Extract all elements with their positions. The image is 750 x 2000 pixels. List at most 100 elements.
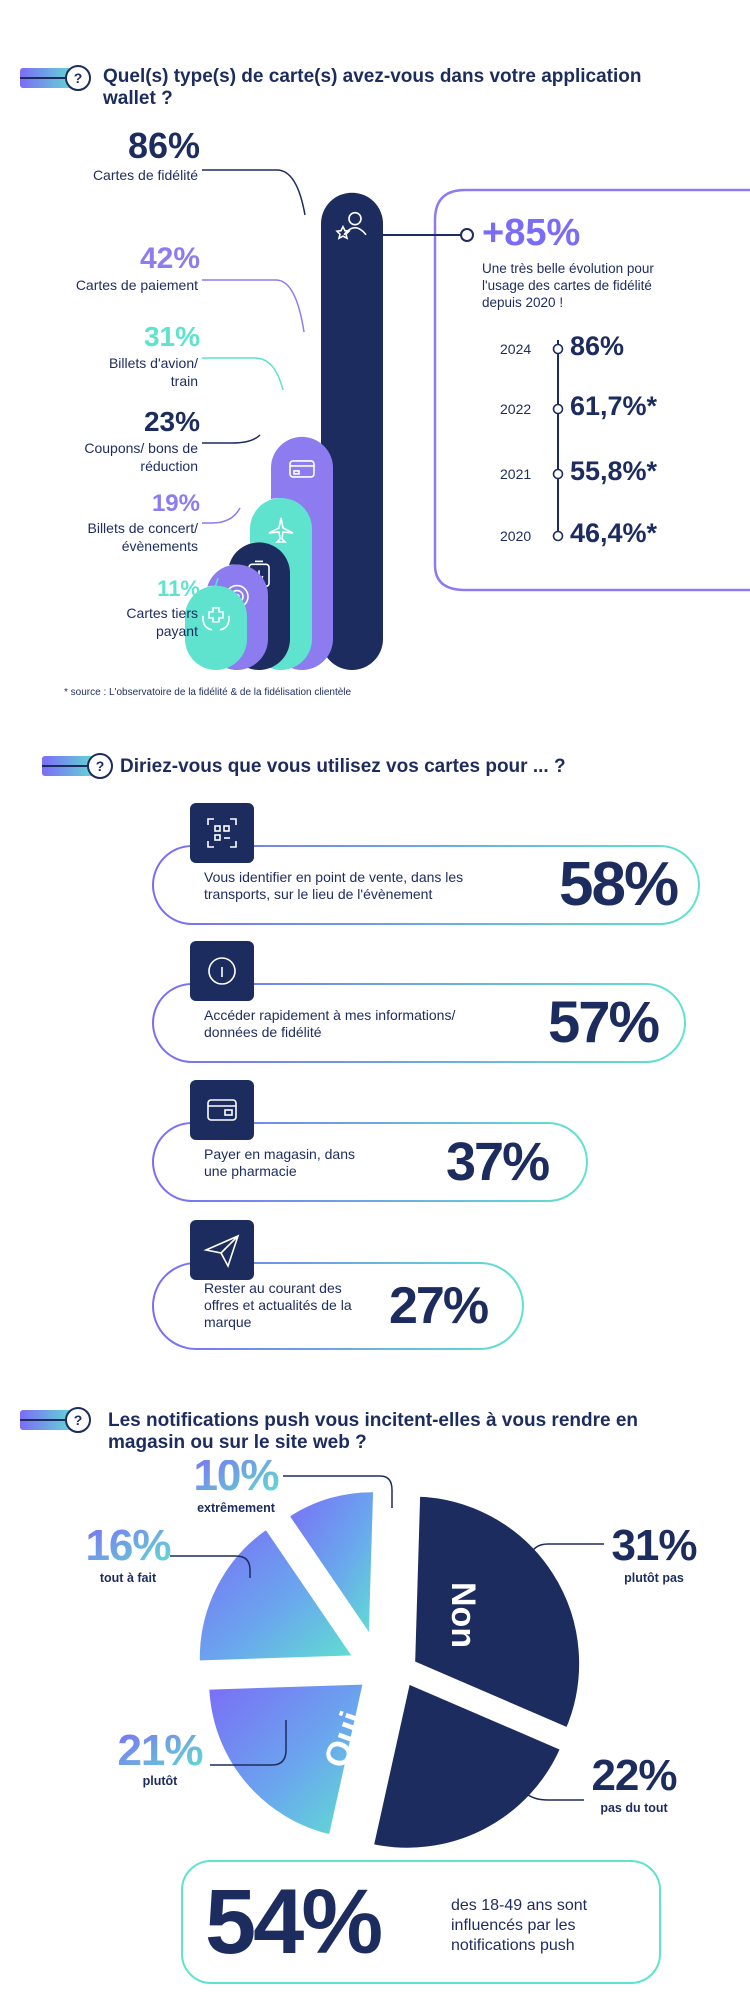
qr-scan-icon	[190, 803, 254, 863]
bar-pill	[185, 585, 247, 670]
question-3-title: Les notifications push vous incitent-ell…	[108, 1410, 728, 1454]
bar-category-label: Cartes de fidélité	[93, 167, 198, 183]
bar-6	[185, 585, 247, 670]
pie-value-label: 16%	[85, 1521, 170, 1570]
bar-value-label: 23%	[144, 406, 200, 437]
source-note: * source : L'observatoire de la fidélité…	[64, 687, 352, 698]
timeline-year: 2020	[500, 528, 532, 544]
question-1-title-line2: wallet ?	[103, 88, 173, 109]
pie-group-label-non: Non	[444, 1582, 482, 1648]
summary-text-line3: notifications push	[451, 1937, 575, 1954]
pie-slice	[203, 1678, 370, 1842]
info-icon	[190, 941, 254, 1001]
bar-pill	[321, 192, 383, 670]
svg-text:?: ?	[74, 70, 83, 86]
card-icon	[190, 1080, 254, 1140]
usage-item-text: Payer en magasin, dans une pharmacie	[204, 1146, 355, 1180]
pie-slice	[409, 1490, 586, 1735]
bar-category-label: payant	[156, 623, 198, 639]
pie-slice	[281, 1486, 380, 1651]
care-hands-icon	[202, 607, 230, 631]
pie-value-label: 21%	[117, 1726, 202, 1775]
pie-leader-line	[529, 1543, 604, 1557]
highlight-text-line1: Une très belle évolution pour	[482, 261, 654, 276]
bar-category-label: Cartes de paiement	[76, 277, 198, 293]
pie-value-label: 10%	[193, 1460, 278, 1500]
bar-value-label: 11%	[157, 576, 200, 601]
timeline-value: 55,8%*	[570, 456, 658, 486]
highlight-text-line2: l'usage des cartes de fidélité	[482, 278, 652, 293]
usage-item-text-line: transports, sur le lieu de l'évènement	[204, 886, 433, 902]
bar-category-label: train	[171, 373, 198, 389]
usage-item-text-line: offres et actualités de la	[204, 1297, 352, 1313]
payment-card-icon	[289, 460, 315, 478]
highlight-box-border	[375, 188, 750, 592]
question-badge: ?	[20, 1407, 91, 1433]
usage-item-text-line: une pharmacie	[204, 1163, 297, 1179]
bar-value-label: 19%	[152, 490, 200, 517]
usage-item-text-line: marque	[204, 1314, 252, 1330]
summary-text-line2: influencés par les	[451, 1917, 576, 1934]
bar-connector	[202, 279, 305, 333]
summary-value: 54%	[205, 1871, 383, 1973]
question-3-title-line2: magasin ou sur le site web ?	[108, 1432, 367, 1453]
bar-category-label: Billets de concert/	[88, 520, 199, 536]
usage-item-text: Vous identifier en point de vente, dans …	[204, 869, 463, 903]
star-user-icon	[335, 211, 367, 240]
usage-item-text-line: Vous identifier en point de vente, dans …	[204, 869, 464, 885]
bar-category-label: réduction	[140, 458, 198, 474]
summary-text: des 18-49 ans sont influencés par les no…	[451, 1896, 587, 1956]
pie-category-label: pas du tout	[600, 1801, 668, 1815]
card-types-chart: 86%Cartes de fidélité 42% Cartes de paieme…	[76, 125, 383, 670]
highlight-text-line3: depuis 2020 !	[482, 295, 564, 310]
usage-item-value: 57%	[548, 990, 660, 1055]
summary-box: 54% des 18-49 ans sont influencés par le…	[181, 1860, 661, 1984]
bar-category-label: évènements	[122, 538, 198, 554]
pie-category-label: plutôt	[143, 1774, 179, 1788]
timeline-row: 2020 46,4%*	[500, 518, 750, 552]
bar-connector	[202, 434, 261, 444]
bar-connector	[189, 577, 219, 609]
summary-text-line1: des 18-49 ans sont	[451, 1897, 588, 1914]
bar-category-label: Cartes tiers	[126, 605, 198, 621]
svg-text:?: ?	[96, 758, 105, 774]
highlight-value: +85%	[482, 212, 581, 254]
bar-connector	[202, 507, 241, 524]
svg-text:?: ?	[74, 1412, 83, 1428]
usage-item-text-line: Payer en magasin, dans	[204, 1146, 355, 1162]
usage-item-value: 58%	[559, 850, 679, 919]
usage-item-text: Accéder rapidement à mes informations/do…	[204, 1007, 455, 1041]
question-1-title-line1: Quel(s) type(s) de carte(s) avez-vous da…	[103, 66, 642, 87]
timeline-year: 2021	[500, 466, 532, 482]
bar-category-label: Coupons/ bons de	[84, 440, 198, 456]
question-badge: ?	[42, 753, 113, 779]
usage-item-text-line: Accéder rapidement à mes informations/	[204, 1007, 456, 1023]
timeline-value: 46,4%*	[570, 518, 658, 548]
usage-item-text: Rester au courant des offres et actualité…	[204, 1280, 352, 1331]
timeline-dot	[552, 530, 564, 542]
bar-category-label: Billets d'avion/	[109, 355, 198, 371]
timeline-dot	[552, 468, 564, 480]
question-badge: ?	[20, 65, 91, 91]
pie-value-label: 31%	[611, 1521, 696, 1570]
question-1-title: Quel(s) type(s) de carte(s) avez-vous da…	[103, 66, 723, 110]
usage-item-value: 37%	[446, 1132, 550, 1192]
usage-item-text-line: Rester au courant des	[204, 1280, 342, 1296]
bar-value-label: 31%	[144, 321, 200, 352]
question-2-title: Diriez-vous que vous utilisez vos cartes…	[120, 756, 566, 777]
timeline-year: 2024	[500, 341, 532, 357]
timeline-dot	[552, 403, 564, 415]
timeline-value: 86%	[570, 331, 625, 361]
question-3-title-line1: Les notifications push vous incitent-ell…	[108, 1410, 639, 1431]
send-icon	[190, 1220, 254, 1280]
pie-leader-line	[517, 1777, 584, 1801]
pie-slice	[367, 1676, 568, 1850]
pie-value-label: 22%	[591, 1751, 676, 1800]
highlight-connector	[339, 299, 377, 336]
bar-value-label: 42%	[140, 242, 200, 275]
pie-leader-line	[210, 1720, 287, 1766]
bar-connector	[202, 169, 306, 216]
bar-1	[321, 192, 383, 670]
timeline-row: 2022 61,7%*	[500, 391, 750, 425]
